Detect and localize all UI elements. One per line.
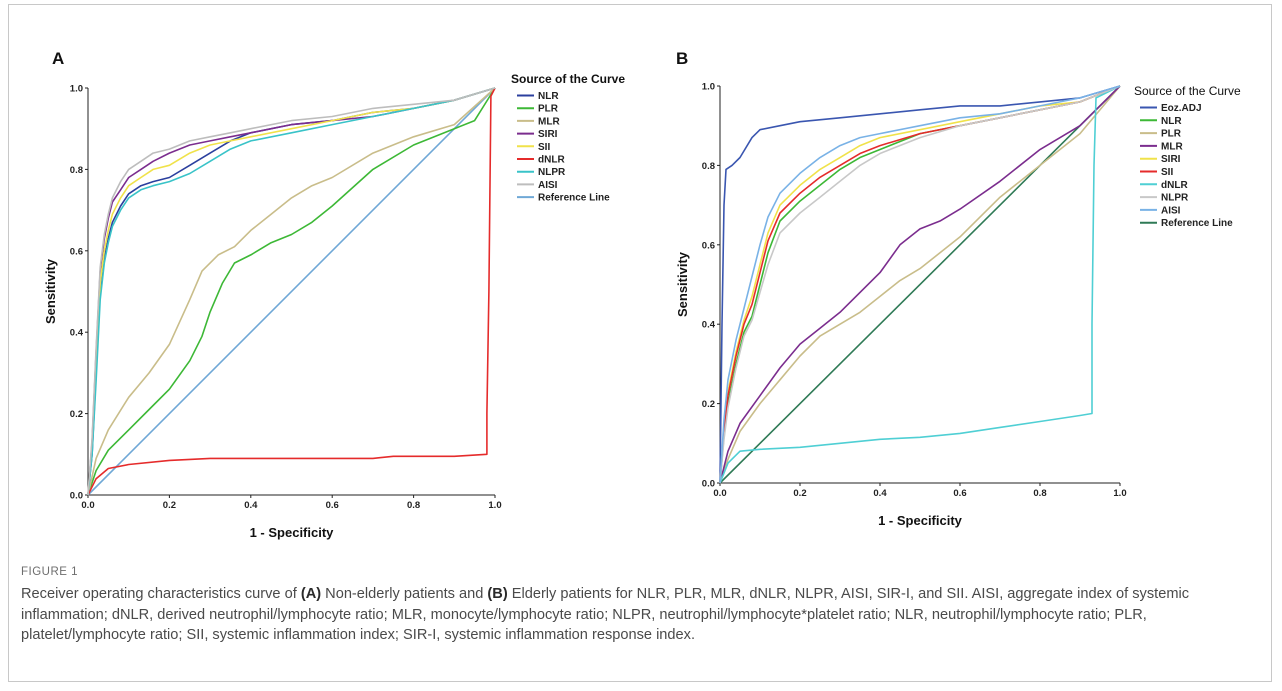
y-tick-label: 1.0 bbox=[702, 82, 715, 93]
caption-part-2: Non-elderly patients and bbox=[321, 586, 488, 602]
caption-part-0: Receiver operating characteristics curve… bbox=[21, 586, 301, 602]
legend-item-label: PLR bbox=[538, 104, 559, 115]
legend-item-label: Reference Line bbox=[538, 193, 610, 204]
y-tick-label: 0.4 bbox=[702, 320, 716, 331]
legend-item-label: SIRI bbox=[538, 129, 558, 140]
y-axis-label: Sensitivity bbox=[43, 258, 58, 324]
x-tick-label: 0.6 bbox=[953, 488, 966, 499]
y-tick-label: 0.2 bbox=[702, 399, 715, 410]
caption-part-3: (B) bbox=[487, 586, 508, 602]
y-tick-label: 0.6 bbox=[702, 240, 715, 251]
panel-label-b: B bbox=[676, 49, 688, 68]
series-line-sii bbox=[87, 87, 496, 496]
legend-item-label: NLR bbox=[1161, 116, 1182, 127]
y-tick-label: 0.2 bbox=[70, 409, 83, 420]
panel-label-a: A bbox=[52, 49, 64, 68]
legend-item-label: MLR bbox=[538, 116, 560, 127]
caption-part-4: Elderly patients for NLR, PLR, MLR, dNLR… bbox=[21, 586, 1190, 643]
legend-item-label: AISI bbox=[1161, 205, 1181, 216]
series-line-nlpr bbox=[719, 85, 1121, 484]
legend-item-label: NLR bbox=[538, 91, 559, 102]
x-tick-label: 0.2 bbox=[163, 500, 176, 511]
y-tick-label: 1.0 bbox=[70, 84, 83, 95]
legend-item-label: MLR bbox=[1161, 141, 1183, 152]
y-tick-label: 0.4 bbox=[70, 328, 84, 339]
legend-item-label: Reference Line bbox=[1161, 218, 1233, 229]
legend-item-label: Eoz.ADJ bbox=[1161, 103, 1202, 114]
caption-part-1: (A) bbox=[300, 586, 322, 602]
series-line-aisi bbox=[719, 85, 1121, 484]
x-tick-label: 0.8 bbox=[407, 500, 420, 511]
series-line-nlpr bbox=[87, 87, 496, 496]
series-line-plr bbox=[87, 87, 496, 496]
series-line-reference-line bbox=[87, 87, 496, 496]
figure-frame bbox=[8, 4, 1272, 682]
y-tick-label: 0.8 bbox=[70, 165, 83, 176]
legend-title: Source of the Curve bbox=[511, 72, 625, 86]
caption-text: Receiver operating characteristics curve… bbox=[21, 584, 1256, 646]
y-tick-label: 0.8 bbox=[702, 161, 715, 172]
x-tick-label: 0.0 bbox=[713, 488, 726, 499]
x-tick-label: 0.6 bbox=[326, 500, 339, 511]
legend-item-label: SII bbox=[538, 142, 550, 153]
caption-label: FIGURE 1 bbox=[21, 566, 79, 578]
series-line-mlr bbox=[719, 85, 1121, 484]
series-line-eoz-adj bbox=[719, 85, 1121, 484]
y-axis-label: Sensitivity bbox=[675, 251, 690, 317]
y-tick-label: 0.0 bbox=[70, 491, 83, 502]
series-line-plr bbox=[719, 85, 1121, 484]
chart-panel-b: B 0.0 0.2 0.4 0.6 0.8 1.0 0.0 0.2 0.4 0.6 0.8 1.0 1 -… bbox=[675, 49, 1241, 528]
series-line-dnlr bbox=[87, 87, 496, 496]
legend-item-label: AISI bbox=[538, 180, 558, 191]
series-line-dnlr bbox=[719, 85, 1121, 484]
x-axis-label: 1 - Specificity bbox=[878, 513, 963, 528]
series-line-reference-line bbox=[719, 85, 1121, 484]
x-tick-label: 0.8 bbox=[1033, 488, 1046, 499]
legend-title: Source of the Curve bbox=[1134, 84, 1241, 98]
y-tick-label: 0.0 bbox=[702, 479, 715, 490]
legend-item-label: PLR bbox=[1161, 129, 1182, 140]
legend-item-label: SIRI bbox=[1161, 154, 1181, 165]
y-tick-label: 0.6 bbox=[70, 246, 83, 257]
x-tick-label: 1.0 bbox=[1113, 488, 1126, 499]
legend-item-label: NLPR bbox=[538, 167, 566, 178]
legend-item-label: dNLR bbox=[1161, 180, 1188, 191]
legend-item-label: dNLR bbox=[538, 155, 565, 166]
series-line-aisi bbox=[87, 87, 496, 496]
series-line-mlr bbox=[87, 87, 496, 496]
chart-panel-a: A 0.0 0.2 0.4 0.6 0.8 1.0 0.0 0.2 0.4 0.6 0.8 1.0 1 -… bbox=[43, 49, 625, 540]
x-tick-label: 0.2 bbox=[793, 488, 806, 499]
legend-item-label: NLPR bbox=[1161, 193, 1189, 204]
x-tick-label: 0.0 bbox=[81, 500, 94, 511]
x-axis-label: 1 - Specificity bbox=[250, 525, 335, 540]
x-tick-label: 0.4 bbox=[244, 500, 258, 511]
x-tick-label: 1.0 bbox=[488, 500, 501, 511]
x-tick-label: 0.4 bbox=[873, 488, 887, 499]
figure-canvas: A 0.0 0.2 0.4 0.6 0.8 1.0 0.0 0.2 0.4 0.6 0.8 1.0 1 -… bbox=[43, 49, 1241, 540]
legend-item-label: SII bbox=[1161, 167, 1173, 178]
